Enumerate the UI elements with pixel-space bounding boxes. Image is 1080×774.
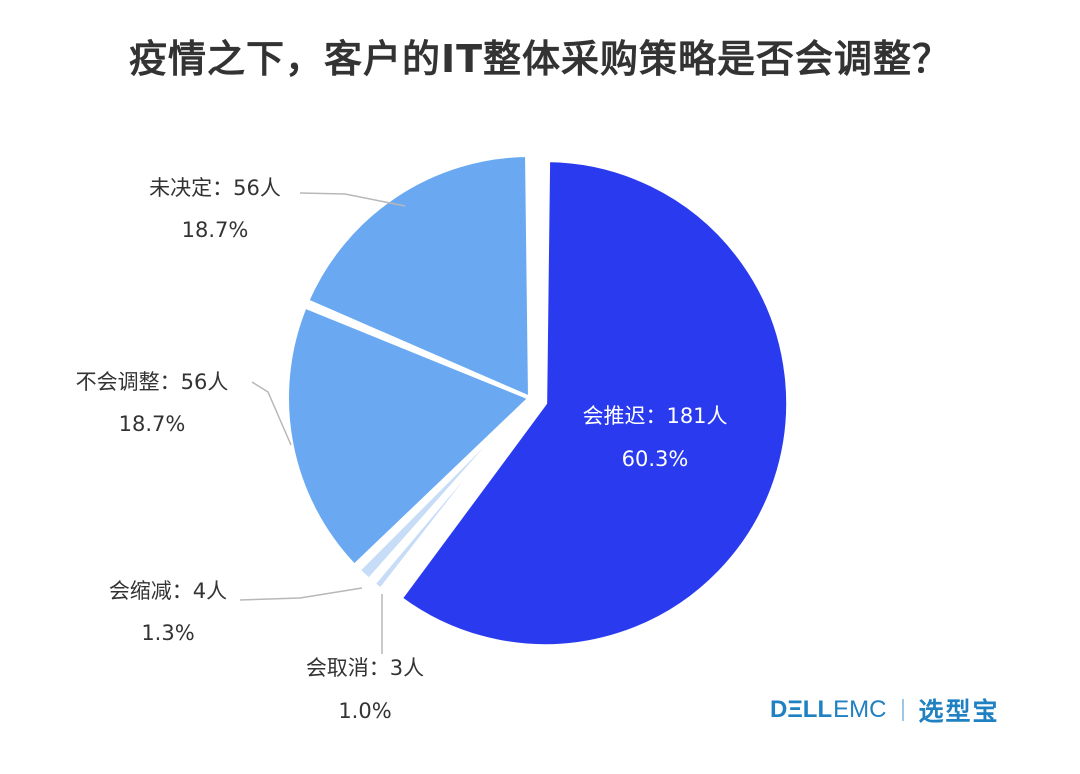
slice-label-2: 会取消：3人 xyxy=(306,656,424,680)
pie-slice-2 xyxy=(371,396,532,592)
slice-percent-1: 60.3% xyxy=(622,447,689,471)
slice-percent-5: 18.7% xyxy=(182,218,249,242)
emc-logo-text: EMC xyxy=(833,696,887,723)
slice-percent-3: 1.3% xyxy=(141,621,194,645)
chart-title: 疫情之下，客户的IT整体采购策略是否会调整？ xyxy=(128,37,952,81)
slice-label-1: 会推迟：181人 xyxy=(582,404,727,428)
slice-label-4: 不会调整：56人 xyxy=(76,370,229,394)
pie-slice-1 xyxy=(398,158,791,649)
slice-percent-2: 1.0% xyxy=(338,699,391,723)
xuanxingbao-logo-text: 选型宝 xyxy=(918,697,1000,726)
pie-slice-3 xyxy=(356,396,532,582)
leader-line-4 xyxy=(251,381,292,446)
slice-label-3: 会缩减：4人 xyxy=(109,579,227,603)
dell-logo-text: DΞLL xyxy=(770,696,833,723)
pie-slice-4 xyxy=(285,304,532,568)
slice-label-5: 未决定：56人 xyxy=(149,176,281,200)
leader-line-5 xyxy=(299,192,406,207)
brand-logo: DΞLL EMC 选型宝 xyxy=(770,694,999,726)
slice-percent-4: 18.7% xyxy=(119,412,186,436)
logo-divider xyxy=(902,699,905,721)
leader-line-3 xyxy=(239,587,363,601)
pie-slice-5 xyxy=(305,153,532,400)
